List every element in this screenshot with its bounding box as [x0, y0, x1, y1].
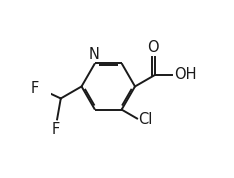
Text: N: N	[89, 47, 100, 62]
Text: F: F	[51, 122, 60, 137]
Text: O: O	[147, 40, 159, 55]
Text: OH: OH	[174, 67, 196, 82]
Text: Cl: Cl	[139, 112, 153, 127]
Text: F: F	[31, 81, 39, 96]
